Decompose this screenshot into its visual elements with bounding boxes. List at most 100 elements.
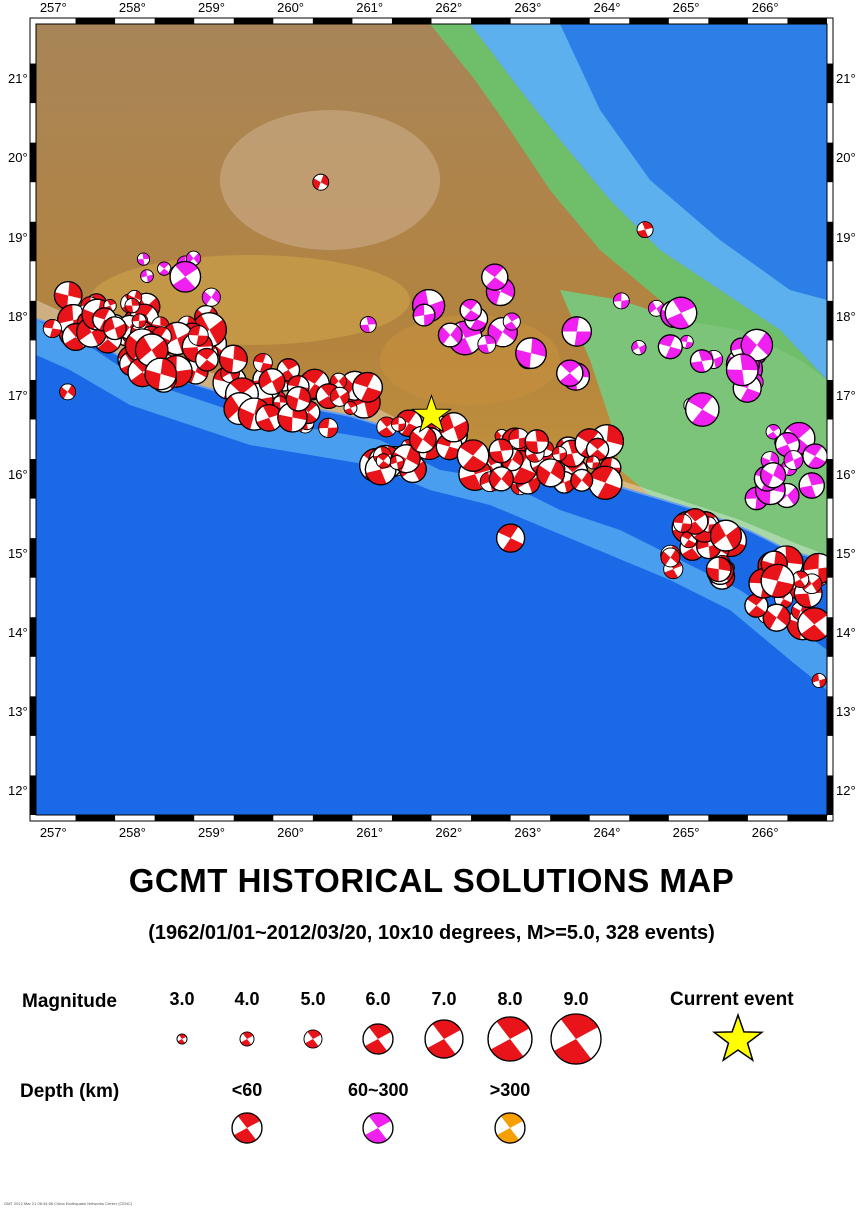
magnitude-value: 4.0 (234, 989, 260, 1009)
events-layer (42, 173, 827, 688)
event-beachball (258, 368, 286, 396)
map-title: GCMT HISTORICAL SOLUTIONS MAP (128, 862, 735, 899)
depth-legend-label: Depth (km) (20, 1081, 120, 1102)
footer-credit: GMT 2012 Mar 21 06:34:56 China Earthquak… (4, 1201, 133, 1206)
map-subtitle: (1962/01/01~2012/03/20, 10x10 degrees, M… (148, 922, 715, 944)
event-beachball (359, 316, 377, 333)
event-beachball (343, 401, 358, 415)
event-beachball (797, 607, 827, 642)
lon-tick-label: 262° (435, 0, 463, 15)
lat-tick-label: 17° (836, 387, 856, 403)
event-beachball (811, 673, 827, 688)
event-beachball (438, 412, 469, 443)
event-beachball (660, 547, 681, 568)
lat-tick-label: 20° (8, 150, 28, 166)
event-beachball (318, 417, 339, 438)
lat-tick-label: 14° (8, 625, 28, 641)
event-beachball (488, 438, 514, 464)
event-beachball (488, 466, 514, 492)
lat-tick-label: 18° (836, 308, 856, 324)
event-beachball (140, 269, 154, 283)
magnitude-legend-beachball (303, 1029, 323, 1049)
magnitude-legend-label: Magnitude (22, 991, 117, 1012)
magnitude-value: 5.0 (300, 989, 326, 1009)
event-beachball (352, 371, 383, 403)
seismicity-map (29, 17, 834, 822)
lat-tick-label: 14° (836, 625, 856, 641)
depth-legend-beachball (231, 1112, 263, 1144)
depth-legend-beachball (362, 1112, 394, 1144)
lat-tick-label: 15° (836, 545, 856, 561)
event-beachball (709, 519, 742, 552)
event-beachball (561, 316, 592, 347)
event-beachball (551, 446, 567, 462)
event-beachball (102, 316, 127, 341)
event-beachball (679, 334, 694, 349)
event-beachball (759, 462, 787, 489)
lat-tick-label: 18° (8, 308, 28, 324)
event-beachball (502, 312, 521, 331)
lon-tick-label: 260° (277, 825, 304, 840)
lon-tick-label: 257° (39, 0, 67, 15)
event-beachball (496, 523, 526, 553)
event-beachball (188, 325, 209, 346)
event-beachball (689, 349, 714, 374)
event-beachball (412, 303, 436, 327)
event-beachball (725, 353, 759, 387)
event-beachball (391, 416, 407, 432)
magnitude-legend-beachball (176, 1033, 188, 1045)
lon-tick-label: 258° (118, 0, 146, 15)
lon-tick-label: 263° (514, 825, 542, 840)
lon-tick-label: 264° (593, 825, 621, 840)
event-beachball (136, 252, 150, 266)
lat-tick-label: 13° (8, 704, 28, 720)
event-beachball (744, 593, 769, 618)
lat-tick-label: 20° (836, 150, 856, 166)
event-beachball (408, 425, 437, 454)
lat-tick-label: 16° (8, 466, 28, 482)
event-beachball (765, 424, 781, 440)
lon-tick-label: 265° (672, 0, 700, 15)
event-beachball (124, 297, 140, 314)
event-beachball (437, 322, 463, 348)
magnitude-symbols (176, 1013, 602, 1065)
event-beachball (201, 287, 221, 307)
depth-value: 60~300 (348, 1080, 409, 1100)
lon-tick-label: 264° (593, 0, 621, 15)
event-beachball (59, 383, 77, 401)
event-beachball (760, 563, 795, 598)
lat-tick-label: 19° (8, 229, 28, 245)
depth-legend-beachball (494, 1112, 526, 1144)
lat-tick-label: 21° (8, 71, 28, 87)
lon-tick-label: 257° (39, 825, 67, 840)
lat-tick-label: 12° (8, 783, 28, 799)
event-beachball (375, 453, 391, 469)
event-beachball (612, 292, 630, 310)
event-beachball (459, 298, 483, 322)
lon-tick-label: 266° (751, 0, 779, 15)
event-beachball (524, 429, 550, 454)
event-beachball (477, 334, 497, 354)
lon-tick-label: 258° (118, 825, 146, 840)
current-event-legend-star (712, 1012, 764, 1063)
event-beachball (570, 468, 594, 492)
event-beachball (508, 428, 530, 449)
depth-value: >300 (489, 1080, 531, 1100)
depth-symbols (231, 1112, 526, 1144)
event-beachball (783, 450, 804, 470)
event-beachball (515, 337, 547, 369)
event-beachball (657, 334, 683, 360)
magnitude-legend-beachball (362, 1023, 394, 1055)
event-beachball (536, 458, 566, 488)
event-beachball (586, 455, 600, 470)
magnitude-value: 9.0 (563, 989, 589, 1009)
event-beachball (791, 570, 810, 588)
lon-tick-label: 259° (198, 0, 225, 15)
event-beachball (157, 261, 172, 276)
lat-tick-label: 19° (836, 229, 856, 245)
lat-tick-label: 13° (836, 704, 856, 720)
coastal-lowland-gulf (430, 24, 827, 420)
event-beachball (740, 328, 774, 362)
event-beachball (285, 386, 312, 412)
central-plateau (220, 110, 440, 250)
